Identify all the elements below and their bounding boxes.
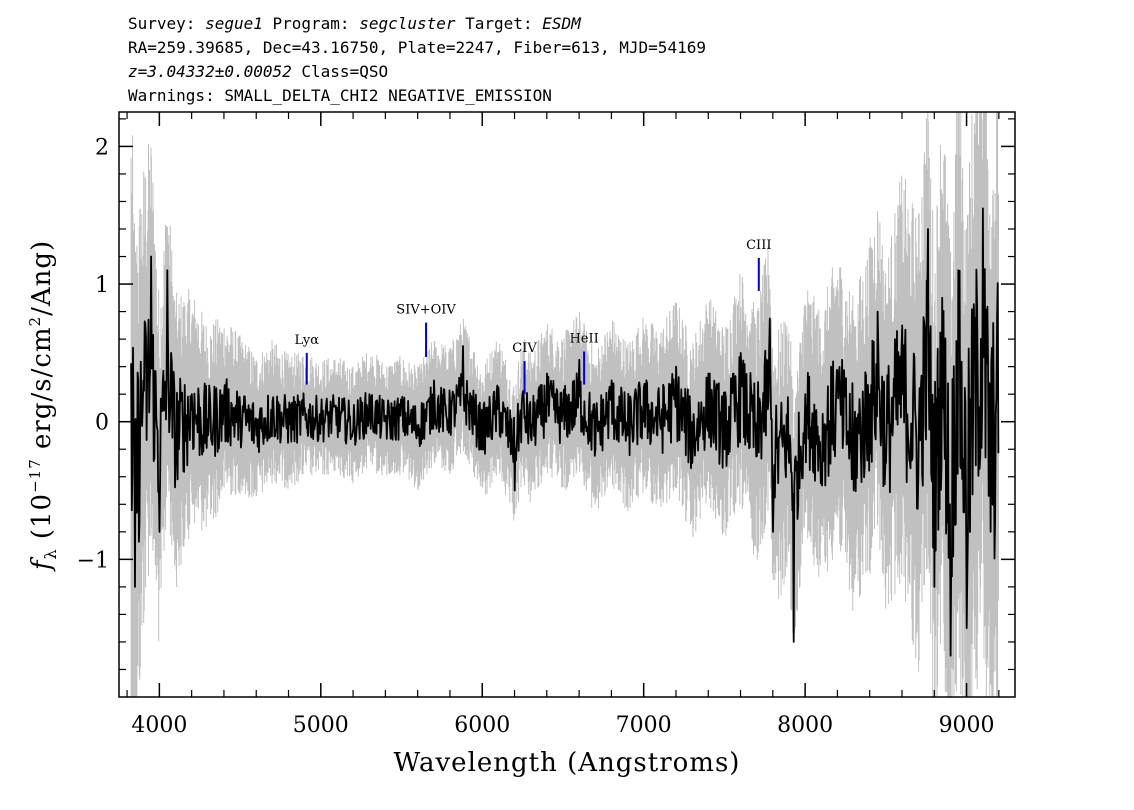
target-value: ESDM — [542, 14, 581, 33]
x-tick-label: 8000 — [777, 713, 833, 738]
y-axis-title-pre: (10 — [27, 493, 57, 549]
survey-value: segue1 — [205, 14, 263, 33]
line-label-HeII: HeII — [569, 332, 598, 347]
x-tick-label: 6000 — [454, 713, 510, 738]
flux-line — [130, 207, 1000, 657]
title-line-coordinates: RA=259.39685, Dec=43.16750, Plate=2247, … — [128, 38, 706, 57]
x-tick-label: 9000 — [939, 713, 995, 738]
y-tick-label: 2 — [95, 135, 109, 160]
axis-ticks: 4000 5000 6000 7000 8000 9000 −1 0 1 2 — [77, 112, 1015, 738]
y-axis-title: fλ (10−17 erg/s/cm2/Ang) — [26, 240, 60, 572]
line-label-Lyα: Lyα — [294, 333, 319, 348]
program-value: segcluster — [359, 14, 456, 33]
y-axis-title-mid: erg/s/cm — [27, 326, 57, 458]
plot-frame — [118, 111, 1016, 698]
y-axis-title-post: /Ang) — [27, 240, 57, 316]
class-value: Class=QSO — [291, 62, 389, 81]
y-axis-title-sq: 2 — [26, 316, 44, 327]
line-label-CIV: CIV — [512, 341, 537, 356]
survey-label: Survey: — [128, 14, 206, 33]
y-tick-label: −1 — [77, 548, 109, 573]
emission-line-markers: Lyα SIV+OIV CIV HeII CIII — [294, 238, 771, 395]
redshift-value: z=3.04332±0.00052 — [128, 62, 292, 81]
x-tick-label: 4000 — [131, 713, 187, 738]
target-label: Target: — [455, 14, 543, 33]
y-axis-title-sub: λ — [41, 548, 60, 559]
y-axis-title-exp: −17 — [26, 458, 44, 493]
x-tick-label: 5000 — [293, 713, 349, 738]
y-tick-label: 1 — [95, 273, 109, 298]
program-label: Program: — [262, 14, 360, 33]
x-tick-label: 7000 — [616, 713, 672, 738]
y-axis-title-f: f — [27, 556, 57, 572]
x-axis-title: Wavelength (Angstroms) — [394, 748, 741, 778]
title-line-redshift: z=3.04332±0.00052 Class=QSO — [128, 62, 388, 81]
title-line-survey: Survey: segue1 Program: segcluster Targe… — [128, 14, 581, 33]
line-label-CIII: CIII — [746, 238, 771, 253]
y-tick-label: 0 — [95, 411, 109, 436]
title-line-warnings: Warnings: SMALL_DELTA_CHI2 NEGATIVE_EMIS… — [128, 86, 552, 105]
line-label-SIV+OIV: SIV+OIV — [396, 303, 456, 318]
flux-series — [130, 207, 1000, 657]
